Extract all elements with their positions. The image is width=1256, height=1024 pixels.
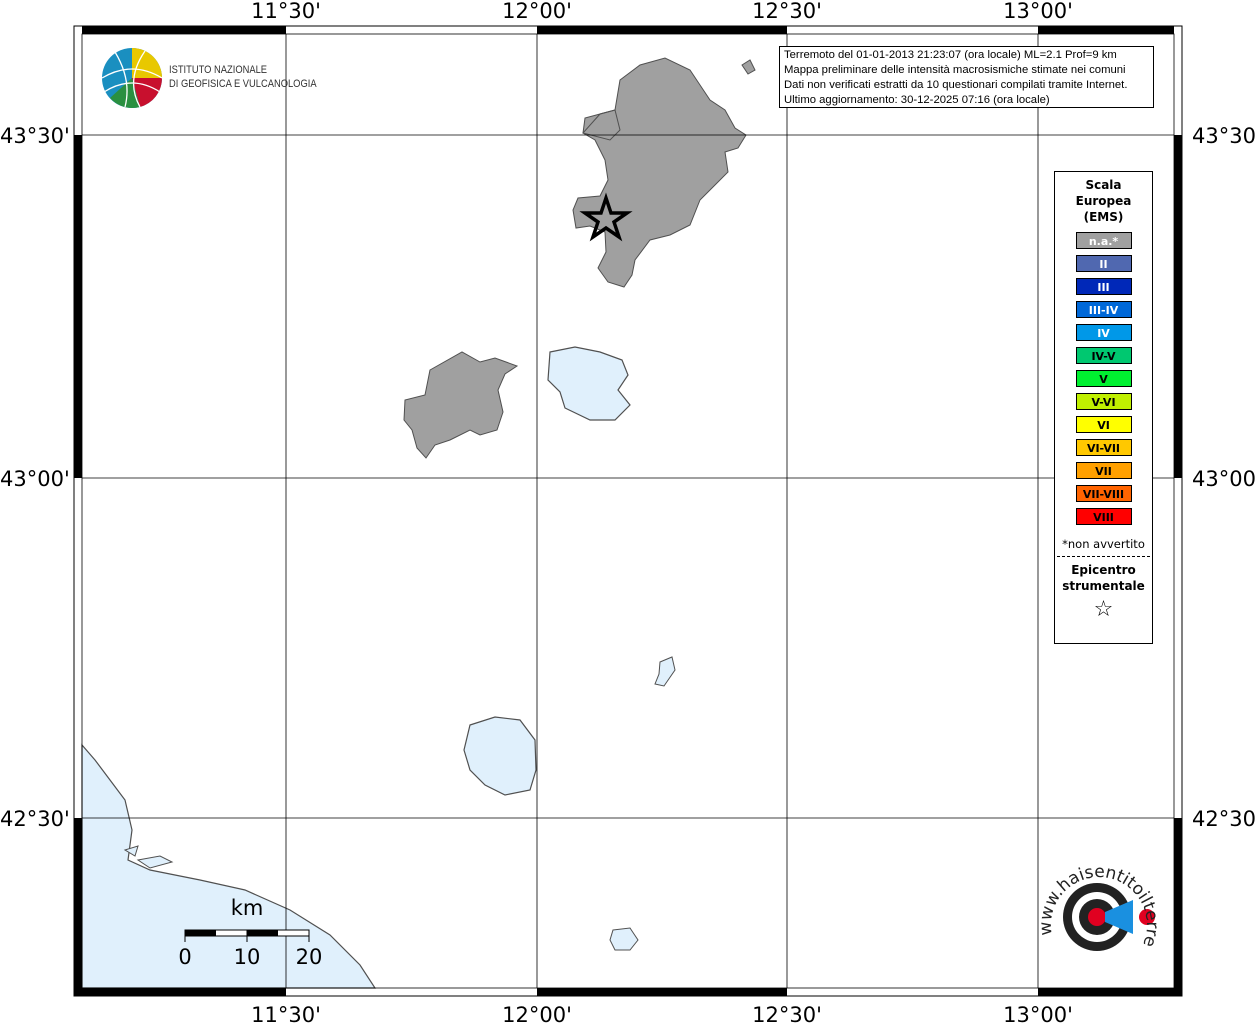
event-info-line: Ultimo aggiornamento: 30-12-2025 07:16 (… xyxy=(784,94,1050,106)
legend-title-line: Europea xyxy=(1075,194,1132,208)
lat-tick-left: 43°30' xyxy=(0,124,70,148)
sea-area xyxy=(81,743,377,989)
event-info-line: Terremoto del 01-01-2013 21:23:07 (ora l… xyxy=(784,49,1117,61)
lon-tick-bottom: 11°30' xyxy=(251,1003,321,1024)
legend-item: III-IV xyxy=(1075,301,1132,318)
lake-small xyxy=(654,656,676,687)
lake-bolsena xyxy=(463,716,537,796)
lon-tick-bottom: 13°00' xyxy=(1003,1003,1073,1024)
ingv-logo-text: ISTITUTO NAZIONALE DI GEOFISICA E VULCAN… xyxy=(169,63,317,91)
lat-tick-right: 42°30' xyxy=(1192,807,1256,831)
legend-item: II xyxy=(1075,255,1132,272)
scale-bar: km 0 10 20 xyxy=(178,896,322,969)
scale-label: 0 xyxy=(178,945,191,969)
legend-item: n.a.* xyxy=(1075,232,1132,249)
lon-tick-top: 12°00' xyxy=(502,0,572,23)
legend-item: VII xyxy=(1075,462,1132,479)
legend-title-line: (EMS) xyxy=(1083,210,1124,224)
scale-label: 20 xyxy=(296,945,323,969)
logo-line: ISTITUTO NAZIONALE xyxy=(169,64,268,76)
legend-item: VI xyxy=(1075,416,1132,433)
epicenter-star-icon xyxy=(579,192,633,242)
felt-area-west xyxy=(403,351,519,459)
legend-divider xyxy=(1057,556,1150,557)
lon-tick-top: 13°00' xyxy=(1003,0,1073,23)
lake-vico xyxy=(609,927,639,951)
lat-tick-right: 43°00' xyxy=(1192,467,1256,491)
star-icon: ☆ xyxy=(1093,597,1114,622)
lon-tick-bottom: 12°00' xyxy=(502,1003,572,1024)
lat-tick-left: 43°00' xyxy=(0,467,70,491)
legend-item: V-VI xyxy=(1075,393,1132,410)
legend-item: VI-VII xyxy=(1075,439,1132,456)
lat-tick-right: 43°30' xyxy=(1192,124,1256,148)
legend-title-line: Scala xyxy=(1085,178,1122,192)
event-info-line: Mappa preliminare delle intensità macros… xyxy=(784,64,1126,76)
event-info-box: Terremoto del 01-01-2013 21:23:07 (ora l… xyxy=(779,46,1154,108)
legend-item: III xyxy=(1075,278,1132,295)
intensity-legend: Scala Europea (EMS) n.a.* II III III-IV IV IV… xyxy=(1054,171,1153,644)
logo-line: DI GEOFISICA E VULCANOLOGIA xyxy=(169,78,317,90)
lon-tick-top: 11°30' xyxy=(251,0,321,23)
scale-label: 10 xyxy=(234,945,261,969)
lat-tick-left: 42°30' xyxy=(0,807,70,831)
legend-epicenter-line: strumentale xyxy=(1062,579,1145,593)
legend-epicenter-line: Epicentro xyxy=(1071,563,1136,577)
legend-item: IV xyxy=(1075,324,1132,341)
legend-title: Scala Europea (EMS) xyxy=(1055,177,1152,225)
event-info-line: Dati non verificati estratti da 10 quest… xyxy=(784,79,1128,91)
legend-epicenter: Epicentro strumentale xyxy=(1055,562,1152,594)
lake-trasimeno xyxy=(547,346,631,421)
lon-tick-top: 12°30' xyxy=(752,0,822,23)
map-frame xyxy=(74,26,1182,996)
legend-item: IV-V xyxy=(1075,347,1132,364)
ingv-logo-icon xyxy=(101,48,163,108)
scale-unit: km xyxy=(231,896,264,920)
legend-note: *non avvertito xyxy=(1062,537,1145,551)
legend-item: VIII xyxy=(1075,508,1132,525)
legend-item: VII-VIII xyxy=(1075,485,1132,502)
graticule xyxy=(82,34,1174,988)
lon-tick-bottom: 12°30' xyxy=(752,1003,822,1024)
legend-item: V xyxy=(1075,370,1132,387)
